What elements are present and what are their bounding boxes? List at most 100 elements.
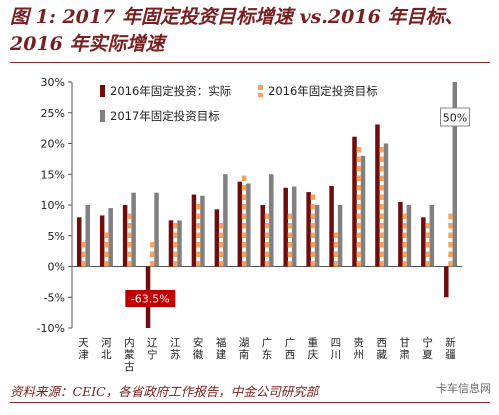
- bar-2016-target-segment: [264, 213, 270, 219]
- legend-label: 2016年固定投资目标: [268, 84, 378, 98]
- bar-2016-actual: [191, 194, 197, 267]
- bar-2016-target-segment: [241, 175, 247, 181]
- bar-2016-target-segment: [379, 194, 385, 200]
- bar-2016-target-segment: [402, 232, 407, 238]
- bar-2016-target-segment: [287, 232, 293, 238]
- source-note: 资料来源：CEIC，各省政府工作报告，中金公司研究部: [10, 384, 319, 399]
- bar-2016-target-segment: [150, 251, 155, 257]
- bar-2017-target: [314, 205, 320, 267]
- bar-2016-target-segment: [241, 204, 247, 210]
- bar-2016-target-segment: [195, 213, 201, 219]
- legend-swatch: [100, 110, 105, 122]
- bar-2016-target-segment: [127, 223, 132, 229]
- bar-2016-target-segment: [425, 232, 430, 238]
- bar-2016-target-segment: [195, 242, 201, 248]
- bar-2017-target: [383, 143, 389, 267]
- x-tick-label: 建: [216, 348, 227, 361]
- bar-2016-target-segment: [425, 261, 430, 267]
- bar-2016-actual: [283, 187, 288, 267]
- bar-2016-target-segment: [356, 194, 362, 200]
- bar-2016-target-segment: [173, 251, 178, 257]
- bar-2017-target: [406, 205, 412, 267]
- y-tick-label: 25%: [41, 107, 65, 120]
- x-tick-label: 天: [78, 337, 89, 349]
- annotation-box-liaoning: [125, 290, 176, 307]
- bar-2016-target-segment: [127, 261, 132, 267]
- bar-2016-actual: [306, 192, 311, 267]
- bar-2016-target-segment: [287, 261, 293, 267]
- bar-2016-target-segment: [81, 251, 86, 257]
- x-tick-label: 古: [124, 360, 135, 373]
- annotation-box-xinjiang: [440, 107, 471, 127]
- x-tick-label: 辽: [147, 337, 158, 349]
- x-tick-label: 北: [101, 349, 112, 361]
- bar-2016-target-segment: [356, 185, 362, 191]
- bar-2016-target-segment: [379, 204, 385, 210]
- bar-2016-target-segment: [150, 261, 155, 267]
- bar-2016-target-segment: [173, 242, 178, 248]
- bar-2016-target-segment: [104, 261, 109, 267]
- x-tick-label: 内: [124, 336, 135, 349]
- bar-2016-target-segment: [402, 251, 407, 257]
- bar-2016-target-segment: [448, 251, 453, 257]
- x-tick-label: 安: [193, 336, 204, 349]
- bar-2016-target-segment: [127, 242, 132, 248]
- x-tick-label: 福: [216, 336, 227, 349]
- bar-2016-target-segment: [81, 261, 86, 267]
- y-tick-label: 30%: [41, 76, 65, 89]
- bar-2016-target-segment: [356, 175, 362, 181]
- bar-2017-target: [223, 174, 228, 267]
- bars-group: [76, 82, 458, 328]
- x-tick-label: 东: [262, 348, 273, 361]
- bar-2017-target: [291, 186, 297, 267]
- bar-2016-target-segment: [173, 223, 178, 229]
- bar-2016-target-segment: [379, 232, 385, 238]
- bar-2016-target-segment: [241, 232, 247, 238]
- bar-2016-target-segment: [241, 223, 247, 229]
- y-tick-label: -5%: [44, 291, 65, 304]
- bar-2016-target-segment: [81, 242, 86, 248]
- bar-2017-target: [246, 183, 251, 267]
- bar-2016-target-segment: [310, 251, 316, 257]
- x-tick-label: 徽: [193, 348, 204, 361]
- bar-2016-actual: [352, 136, 357, 267]
- bar-2016-target-segment: [218, 242, 224, 248]
- y-tick-label: -10%: [37, 322, 65, 335]
- bar-2016-target-segment: [379, 242, 385, 248]
- bar-2016-target-segment: [379, 156, 385, 162]
- bar-2016-target-segment: [310, 261, 316, 267]
- bar-2016-target-segment: [448, 213, 453, 219]
- bar-2017-target: [337, 205, 343, 267]
- bar-2016-target-segment: [241, 185, 247, 191]
- bar-2016-target-segment: [195, 251, 201, 257]
- bar-2017-target: [452, 82, 458, 267]
- chart-title: 图 1: 2017 年固定投资目标增速 vs.2016 年目标、2016 年实际…: [10, 6, 464, 55]
- x-tick-label: 庆: [308, 348, 319, 361]
- bar-2016-target-segment: [264, 251, 270, 257]
- bar-2016-target-segment: [379, 223, 385, 229]
- bar-2016-actual: [421, 217, 426, 267]
- x-tick-label: 新: [445, 336, 456, 349]
- bar-2016-target-segment: [241, 194, 247, 200]
- x-tick-label: 津: [78, 349, 89, 361]
- bar-2016-target-segment: [356, 156, 362, 162]
- legend: 2016年固定投资：实际 2016年固定投资目标 2017年固定投资目标: [100, 84, 378, 123]
- x-tick-label: 肃: [399, 349, 410, 361]
- bar-2016-actual: [329, 185, 334, 267]
- x-tick-label: 宁: [422, 336, 433, 349]
- y-tick-label: 0%: [48, 261, 65, 274]
- bar-2016-target-segment: [379, 251, 385, 257]
- bar-2016-target-segment: [287, 223, 293, 229]
- bar-2016-target-segment: [379, 261, 385, 267]
- bar-2016-target-segment: [402, 242, 407, 248]
- x-tick-label: 湖: [239, 337, 250, 349]
- bar-2016-target-segment: [333, 261, 339, 267]
- bar-2017-target: [131, 192, 136, 267]
- y-axis: -10% -5% 0% 5% 10% 15% 20% 25% 30%: [37, 76, 462, 335]
- bar-2016-target-segment: [356, 166, 362, 172]
- bar-2016-target-segment: [241, 261, 247, 267]
- x-tick-label: 藏: [376, 349, 387, 361]
- bar-2016-target-segment: [241, 242, 247, 248]
- bar-2016-target-segment: [195, 204, 201, 210]
